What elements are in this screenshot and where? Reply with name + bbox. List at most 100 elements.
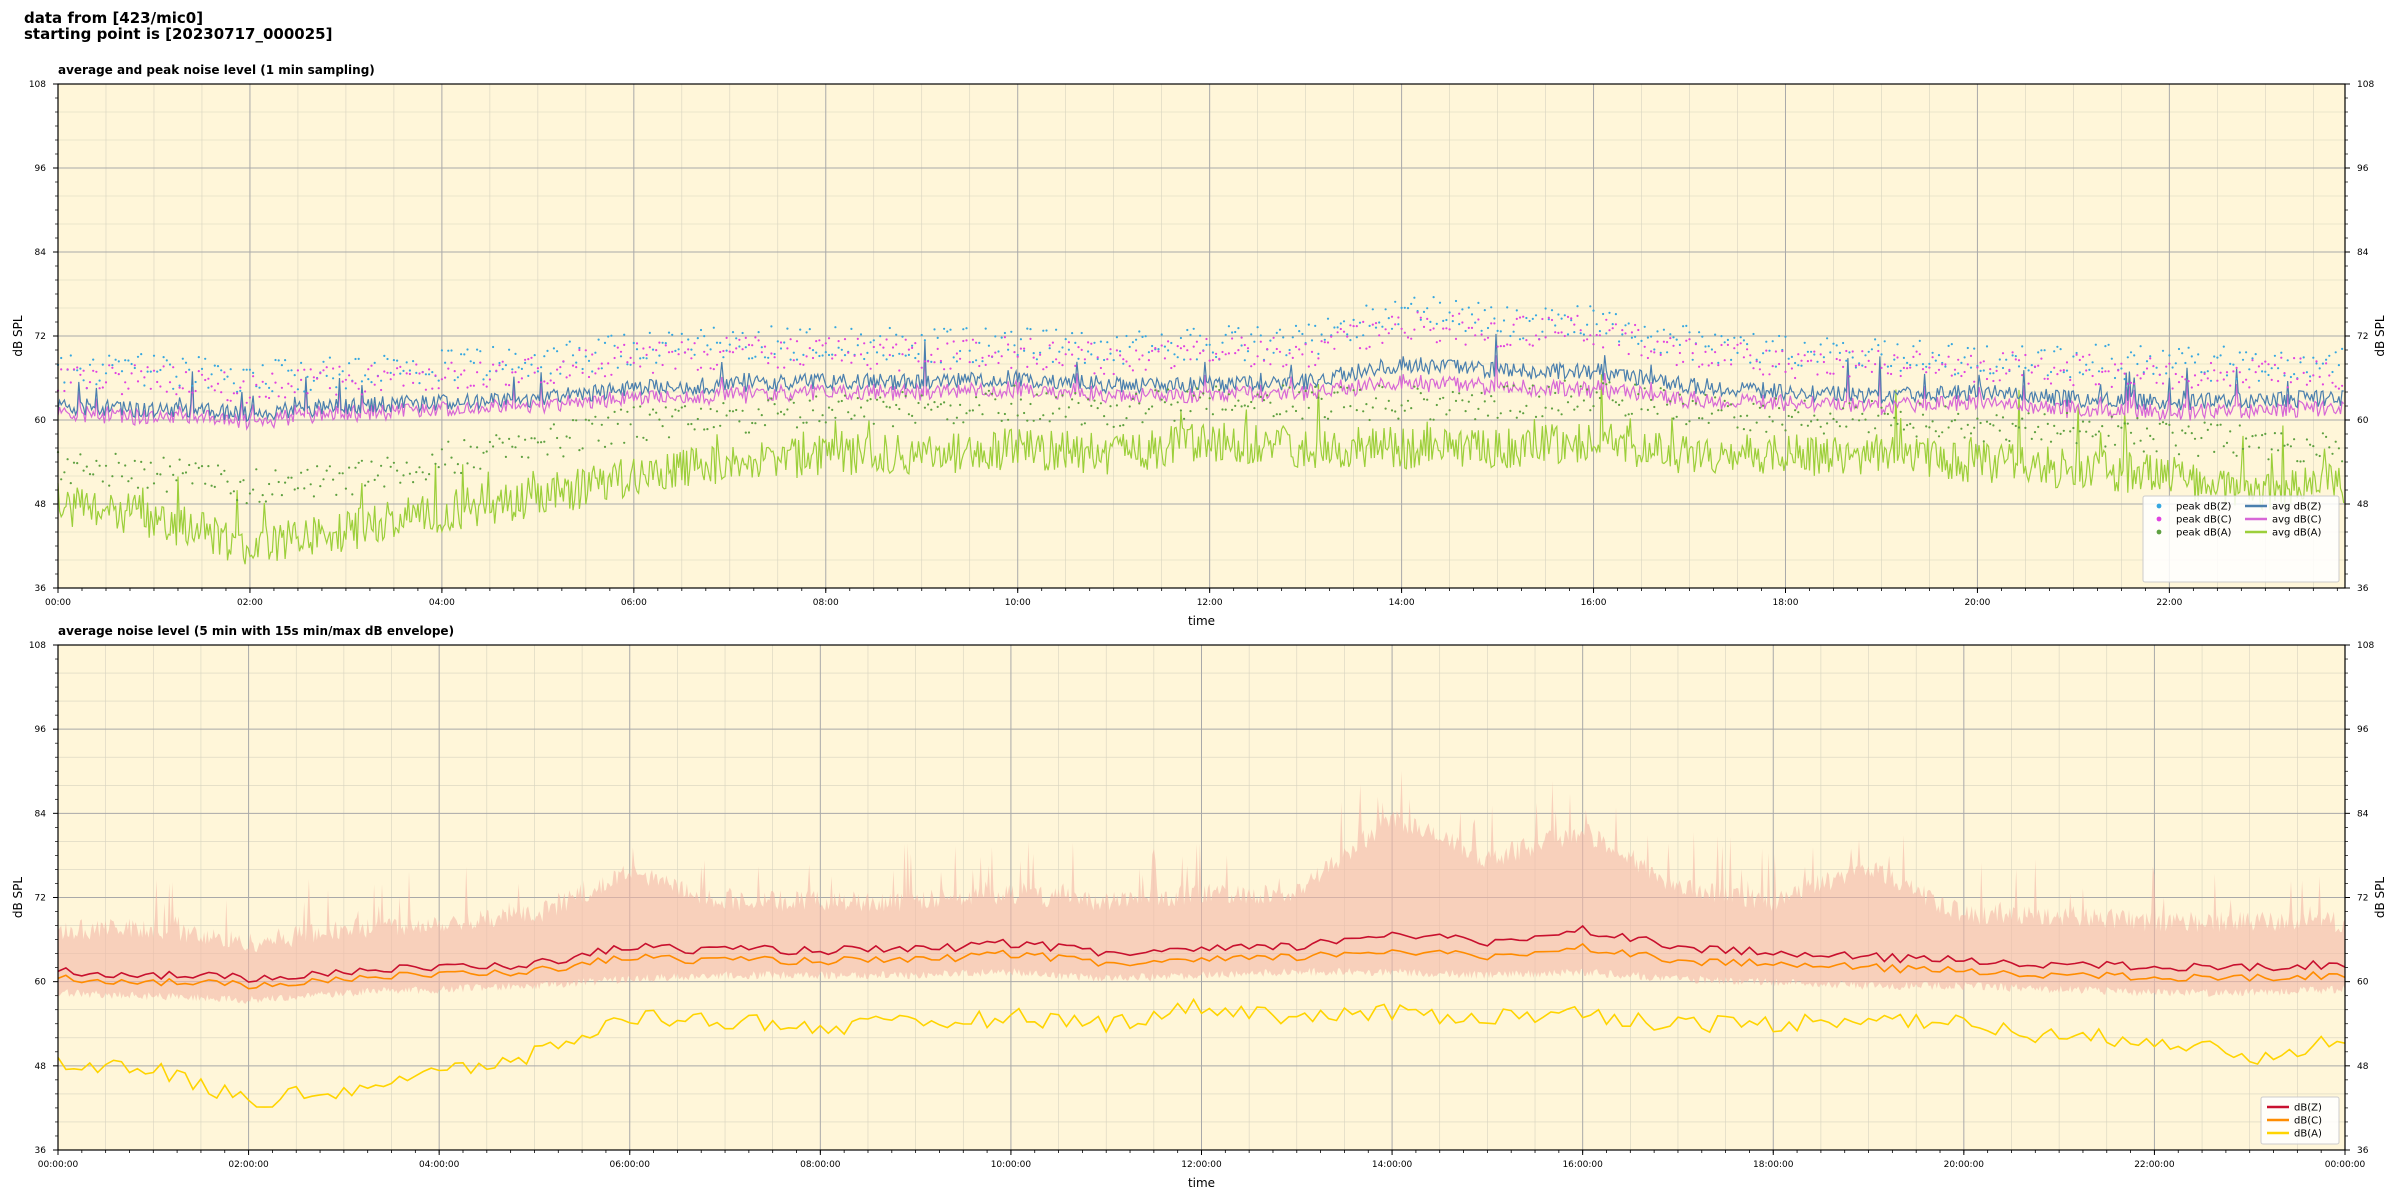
x-tick-label: 16:00:00 xyxy=(1562,1160,1603,1170)
peak-dba-point xyxy=(565,435,568,438)
peak-dba-point xyxy=(1605,383,1608,386)
legend-label: dB(Z) xyxy=(2294,1103,2322,1114)
peak-dba-point xyxy=(466,462,469,465)
peak-dbc-point xyxy=(2062,369,2065,372)
peak-dba-point xyxy=(2222,445,2225,448)
peak-dba-point xyxy=(1630,412,1633,415)
peak-dbz-point xyxy=(856,344,859,347)
peak-dbc-point xyxy=(69,381,72,384)
peak-dbc-point xyxy=(2273,363,2276,366)
peak-dba-point xyxy=(114,452,117,455)
peak-dbz-point xyxy=(104,372,108,375)
peak-dba-point xyxy=(1477,407,1480,410)
peak-dba-point xyxy=(472,466,475,469)
peak-dba-point xyxy=(2328,446,2331,449)
x-tick-label: 08:00 xyxy=(813,598,839,608)
peak-dbc-point xyxy=(1419,316,1422,319)
peak-dbz-point xyxy=(2069,376,2072,379)
peak-dba-point xyxy=(1378,384,1381,387)
peak-dba-point xyxy=(140,460,143,463)
peak-dbc-point xyxy=(1621,329,1624,332)
peak-dbz-point xyxy=(2216,356,2219,359)
peak-dbz-point xyxy=(2097,370,2101,373)
peak-dbc-point xyxy=(82,369,85,372)
peak-dbc-point xyxy=(2075,353,2078,356)
peak-dbz-point xyxy=(952,356,955,359)
peak-dba-point xyxy=(2001,416,2005,419)
peak-dba-point xyxy=(1688,420,1691,423)
peak-dba-point xyxy=(1515,416,1518,419)
peak-dba-point xyxy=(66,458,69,461)
peak-dba-point xyxy=(2097,430,2101,433)
peak-dbc-point xyxy=(1618,343,1621,347)
peak-dba-point xyxy=(600,423,603,426)
peak-dba-point xyxy=(562,455,565,458)
peak-dbc-point xyxy=(2177,381,2181,384)
peak-dba-point xyxy=(63,471,66,474)
peak-dbc-point xyxy=(1854,364,1857,367)
peak-dbz-point xyxy=(2193,361,2197,364)
peak-dba-point xyxy=(1707,421,1710,424)
peak-dba-point xyxy=(869,398,872,401)
peak-dba-point xyxy=(1055,396,1058,399)
peak-dba-point xyxy=(165,490,168,493)
peak-dbz-point xyxy=(242,368,245,371)
peak-dbc-point xyxy=(1643,345,1646,348)
peak-dbz-point xyxy=(1678,343,1681,346)
peak-dbz-point xyxy=(485,374,488,377)
peak-dba-point xyxy=(79,453,82,456)
peak-dbc-point xyxy=(914,342,917,345)
peak-dba-point xyxy=(1547,385,1550,388)
peak-dbc-point xyxy=(332,367,335,370)
peak-dba-point xyxy=(1806,424,1809,427)
peak-dbz-point xyxy=(1406,307,1410,310)
peak-dbc-point xyxy=(1480,333,1483,336)
peak-dba-point xyxy=(856,397,859,400)
peak-dbz-point xyxy=(184,361,188,364)
peak-dba-point xyxy=(2014,424,2017,428)
peak-dba-point xyxy=(2193,437,2197,440)
peak-dbc-point xyxy=(1829,372,1832,375)
peak-dbc-point xyxy=(1995,369,1998,372)
peak-dbc-point xyxy=(300,378,303,381)
peak-dba-point xyxy=(434,462,437,465)
peak-dbz-point xyxy=(1518,338,1522,341)
peak-dba-point xyxy=(1550,407,1554,410)
peak-dbc-point xyxy=(2325,362,2328,365)
peak-dbz-point xyxy=(1608,311,1611,314)
peak-dba-point xyxy=(904,394,907,398)
peak-dbz-point xyxy=(1294,324,1298,327)
peak-dba-point xyxy=(232,490,235,493)
peak-dba-point xyxy=(549,427,552,430)
peak-dbz-point xyxy=(1646,336,1649,339)
peak-dbz-point xyxy=(1413,296,1416,299)
peak-dbc-point xyxy=(2229,384,2232,387)
peak-dbz-point xyxy=(1147,351,1150,354)
peak-dbz-point xyxy=(2177,347,2181,351)
peak-dba-point xyxy=(1103,415,1106,418)
peak-dba-point xyxy=(853,414,856,417)
legend-label: peak dB(C) xyxy=(2176,515,2232,526)
peak-dbc-point xyxy=(242,380,245,383)
peak-dbc-point xyxy=(1637,328,1640,332)
peak-dba-point xyxy=(264,500,267,503)
peak-dba-point xyxy=(1794,409,1797,412)
peak-dbc-point xyxy=(1358,347,1362,350)
peak-dba-point xyxy=(607,416,610,419)
peak-dbz-point xyxy=(1723,341,1726,344)
peak-dba-point xyxy=(2005,438,2008,441)
peak-dbz-point xyxy=(600,367,603,370)
peak-dba-point xyxy=(655,411,658,414)
peak-dba-point xyxy=(2168,423,2171,426)
peak-dbc-point xyxy=(2014,358,2017,361)
peak-dbz-point xyxy=(1803,341,1806,344)
peak-dbc-point xyxy=(1477,318,1480,321)
peak-dbz-point xyxy=(309,388,312,391)
peak-dbc-point xyxy=(1499,345,1502,348)
peak-dbc-point xyxy=(1765,349,1768,352)
peak-dba-point xyxy=(811,409,815,412)
peak-dbz-point xyxy=(136,355,140,358)
peak-dbz-point xyxy=(667,331,671,334)
peak-dbc-point xyxy=(1282,365,1285,368)
peak-dbz-point xyxy=(1973,347,1976,350)
